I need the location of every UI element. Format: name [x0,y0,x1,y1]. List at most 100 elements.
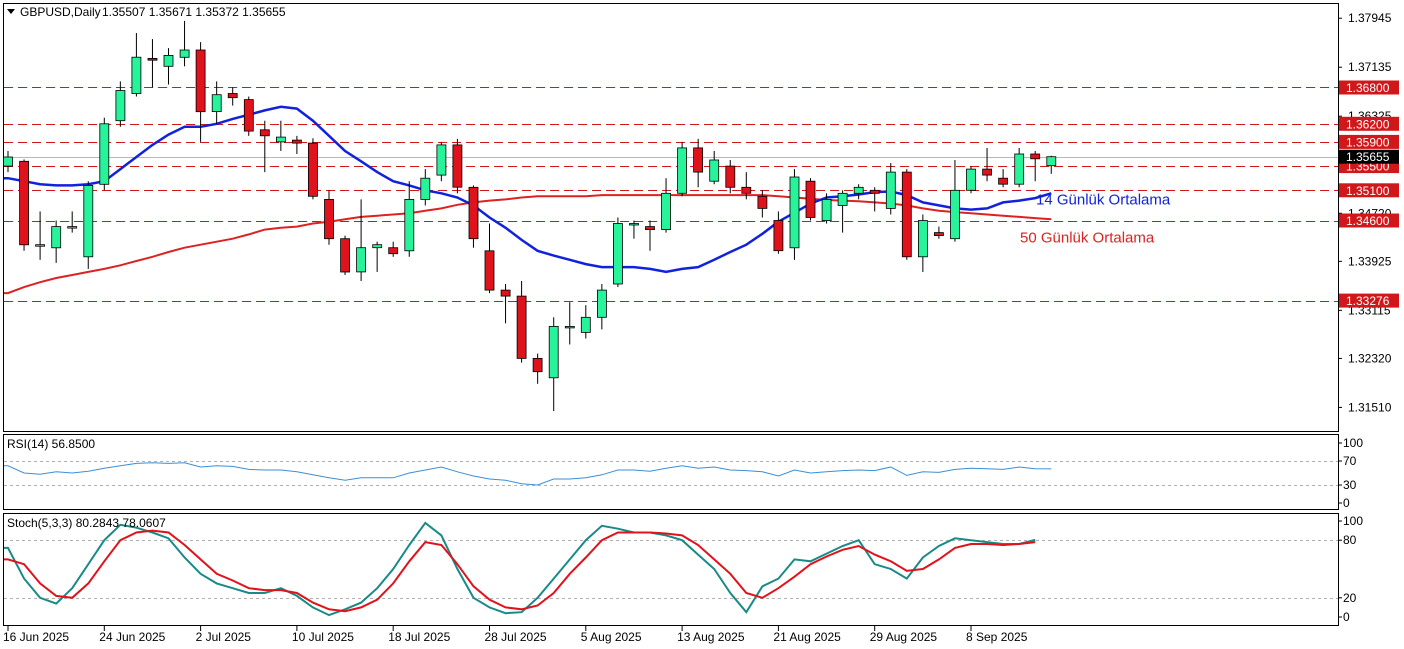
rsi-tick-label: 70 [1343,454,1357,468]
time-tick-label: 8 Sep 2025 [966,630,1028,644]
candle-39[interactable] [629,220,639,239]
candle-57[interactable] [918,214,928,272]
candle-42[interactable] [677,141,687,197]
candle-20[interactable] [324,190,334,245]
candle-29[interactable] [468,185,479,248]
current-price-label: 1.35655 [1346,150,1390,164]
candle-3[interactable] [51,220,62,263]
candle-32[interactable] [516,281,527,363]
candle-64[interactable] [1030,150,1041,182]
candle-body [901,171,912,258]
candle-35[interactable] [564,302,575,345]
rsi-tick-label: 100 [1343,436,1363,450]
level-label-box [1339,183,1399,198]
candle-7[interactable] [115,81,126,127]
candle-8[interactable] [131,33,142,97]
candle-31[interactable] [500,284,511,324]
candle-body [645,226,655,231]
candle-body [982,168,992,176]
candle-45[interactable] [725,160,736,194]
time-axis: 16 Jun 2025 24 Jun 2025 2 Jul 2025 10 Jul 2… [3,626,1028,644]
candle-body [163,55,174,67]
candle-60[interactable] [966,166,976,194]
candle-1[interactable] [19,159,30,251]
candle-46[interactable] [741,172,752,200]
candle-16[interactable] [259,120,270,173]
candle-12[interactable] [195,42,206,142]
candle-body [613,223,623,285]
candle-30[interactable] [484,223,495,294]
candle-body [709,159,720,182]
candle-50[interactable] [805,178,816,221]
rsi-pane[interactable] [3,434,1339,510]
time-tick-label: 2 Jul 2025 [196,630,252,644]
candle-26[interactable] [420,169,431,206]
candle-0[interactable] [3,150,13,173]
candle-5[interactable] [83,181,94,269]
candle-21[interactable] [340,235,351,275]
candle-body [725,165,736,188]
time-tick-label: 18 Jul 2025 [388,630,450,644]
candle-body [131,56,142,94]
candle-33[interactable] [532,353,543,384]
candle-63[interactable] [1014,147,1025,188]
price-pane[interactable] [3,3,1339,432]
candle-10[interactable] [163,48,174,85]
candle-17[interactable] [275,120,286,151]
candle-65[interactable] [1046,155,1057,174]
candle-23[interactable] [372,241,383,272]
candle-61[interactable] [982,147,992,182]
candle-40[interactable] [645,220,655,251]
candle-41[interactable] [661,178,671,233]
candle-2[interactable] [35,211,45,260]
candle-58[interactable] [934,226,944,239]
candle-body [259,129,270,137]
candle-body [484,250,495,291]
candle-19[interactable] [307,138,318,200]
annotation-ma14: 14 Günlük Ortalama [1036,191,1171,208]
candle-53[interactable] [853,184,864,200]
candle-body [773,220,784,252]
candle-15[interactable] [243,96,254,136]
candle-56[interactable] [901,169,912,260]
candle-22[interactable] [356,199,367,282]
time-tick-label: 5 Aug 2025 [581,630,642,644]
stoch-tick-label: 20 [1343,591,1357,605]
candle-9[interactable] [147,39,158,88]
candle-13[interactable] [211,81,222,124]
candle-54[interactable] [869,187,880,212]
candle-34[interactable] [548,317,559,412]
candle-28[interactable] [452,138,463,194]
candle-25[interactable] [404,181,415,257]
candle-55[interactable] [885,163,896,215]
candle-36[interactable] [580,305,591,339]
candle-62[interactable] [998,169,1008,188]
candle-6[interactable] [99,117,110,191]
candle-51[interactable] [821,193,832,224]
stoch-pane[interactable] [3,513,1339,626]
candle-18[interactable] [291,135,302,154]
candle-27[interactable] [436,141,447,182]
dropdown-triangle-icon[interactable] [7,9,15,14]
candle-11[interactable] [179,20,190,67]
candle-44[interactable] [709,150,720,185]
level-label-box [1339,80,1399,95]
candle-38[interactable] [613,217,623,288]
time-tick-label: 24 Jun 2025 [99,630,165,644]
candle-49[interactable] [789,169,800,260]
time-tick-label: 10 Jul 2025 [292,630,354,644]
candle-body [885,171,896,209]
candle-52[interactable] [837,190,848,233]
candle-body [452,144,463,188]
candle-body [324,198,334,240]
candle-4[interactable] [67,211,78,233]
candle-59[interactable] [950,160,960,242]
stoch-tick-label: 0 [1343,610,1350,624]
candle-48[interactable] [773,211,784,254]
candle-37[interactable] [597,284,607,330]
candle-47[interactable] [757,190,768,218]
candle-24[interactable] [388,241,399,257]
candle-43[interactable] [693,138,703,188]
candle-14[interactable] [227,87,238,106]
